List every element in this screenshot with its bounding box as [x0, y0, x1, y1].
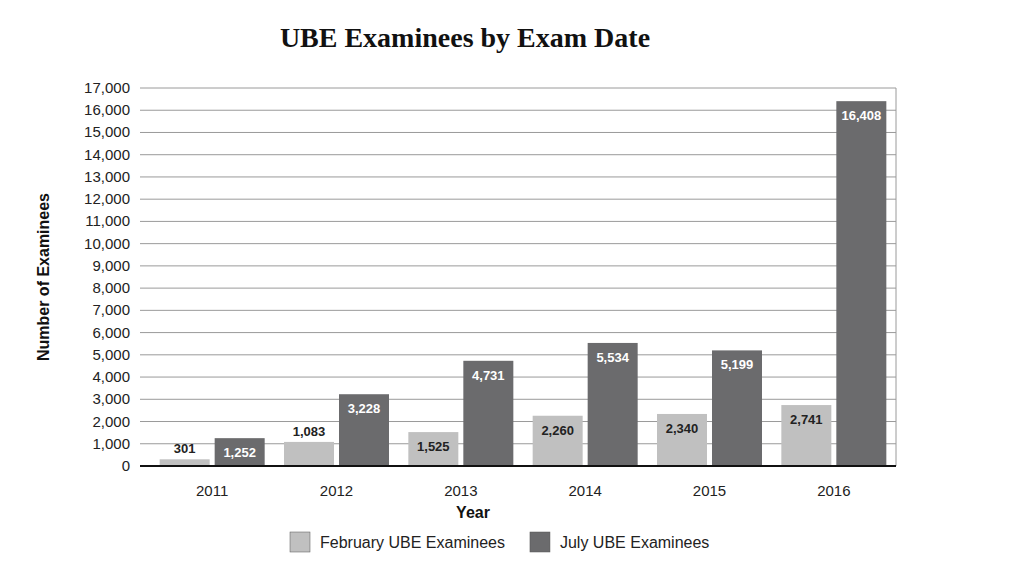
y-tick-label: 10,000	[84, 235, 130, 252]
bar	[836, 101, 886, 466]
x-axis-title: Year	[456, 504, 490, 521]
x-tick-label: 2013	[444, 482, 477, 499]
y-tick-label: 13,000	[84, 168, 130, 185]
plot-frame	[896, 88, 897, 466]
y-tick-label: 15,000	[84, 123, 130, 140]
legend-label: July UBE Examinees	[560, 534, 709, 551]
bar	[588, 343, 638, 466]
grid-line	[140, 221, 896, 222]
y-tick-label: 1,000	[92, 435, 130, 452]
y-tick-label: 3,000	[92, 390, 130, 407]
data-labels: 301 1,083 1,525 2,260 2,340 2,741 1,252 3,228 4,…	[174, 108, 881, 460]
data-label: 5,199	[721, 357, 754, 372]
y-axis-title: Number of Examinees	[35, 193, 52, 361]
y-tick-label: 8,000	[92, 279, 130, 296]
legend: February UBE Examinees July UBE Examinees	[290, 532, 709, 552]
grid-line	[140, 332, 896, 333]
bar	[712, 350, 762, 466]
data-label: 4,731	[472, 368, 505, 383]
y-tick-label: 5,000	[92, 346, 130, 363]
bar	[781, 405, 831, 466]
x-tick-label: 2011	[196, 482, 228, 499]
bar	[339, 394, 389, 466]
bar	[463, 361, 513, 466]
data-label: 1,252	[223, 445, 256, 460]
grid-line	[140, 377, 896, 378]
grid-line	[140, 466, 896, 467]
grid-line	[140, 154, 896, 155]
grid-line	[140, 354, 896, 355]
bar	[408, 432, 458, 466]
x-tick-label: 2016	[817, 482, 850, 499]
chart: UBE Examinees by Exam Date 0 1,000 2,000 3,0…	[0, 0, 1024, 573]
bars	[160, 101, 887, 466]
grid-line	[140, 310, 896, 311]
y-tick-label: 9,000	[92, 257, 130, 274]
grid-line	[140, 288, 896, 289]
grid-line	[140, 265, 896, 266]
legend-swatch	[530, 532, 550, 552]
bar	[284, 442, 334, 466]
grid-line	[140, 199, 896, 200]
data-label: 16,408	[841, 108, 881, 123]
grid-line	[140, 88, 896, 89]
y-tick-label: 16,000	[84, 101, 130, 118]
x-tick-label: 2014	[568, 482, 601, 499]
bar	[215, 438, 265, 466]
bar	[657, 414, 707, 466]
bar	[160, 459, 210, 466]
y-tick-label: 2,000	[92, 413, 130, 430]
y-tick-label: 12,000	[84, 190, 130, 207]
y-tick-label: 4,000	[92, 368, 130, 385]
legend-label: February UBE Examinees	[320, 534, 505, 551]
grid-line	[140, 176, 896, 177]
x-tick-label: 2015	[693, 482, 726, 499]
data-label: 2,741	[790, 412, 823, 427]
y-tick-label: 11,000	[85, 212, 130, 229]
bar	[533, 416, 583, 466]
x-axis	[140, 465, 896, 467]
data-label: 2,260	[541, 423, 574, 438]
x-tick-label: 2012	[320, 482, 353, 499]
data-label: 1,525	[417, 439, 450, 454]
y-tick-label: 6,000	[92, 324, 130, 341]
grid	[140, 88, 896, 466]
grid-line	[140, 243, 896, 244]
y-tick-label: 14,000	[84, 146, 130, 163]
grid-line	[140, 110, 896, 111]
grid-line	[140, 399, 896, 400]
data-label: 3,228	[348, 401, 381, 416]
data-label: 2,340	[666, 421, 699, 436]
y-tick-label: 0	[122, 457, 130, 474]
data-label: 301	[174, 441, 196, 456]
y-tick-label: 17,000	[84, 79, 130, 96]
data-label: 5,534	[596, 350, 629, 365]
legend-swatch	[290, 532, 310, 552]
grid-line	[140, 132, 896, 133]
chart-title: UBE Examinees by Exam Date	[280, 22, 650, 53]
data-label: 1,083	[293, 424, 326, 439]
y-tick-label: 7,000	[92, 301, 130, 318]
